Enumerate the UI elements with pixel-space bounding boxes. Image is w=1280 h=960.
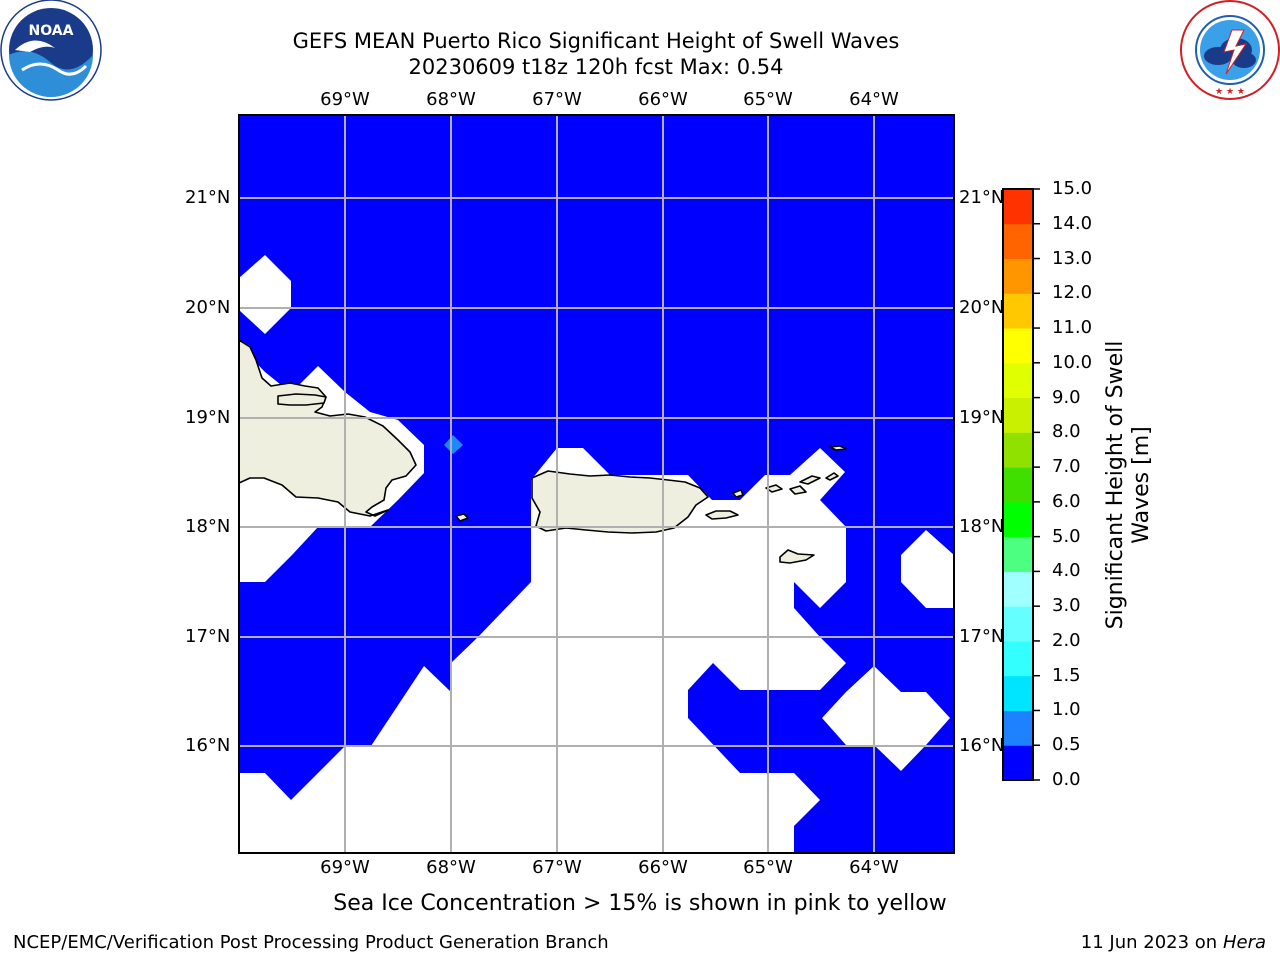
colorbar-tick-label: 6.0 xyxy=(1052,490,1081,512)
st-croix-island xyxy=(779,549,815,564)
colorbar-tick-label: 12.0 xyxy=(1052,282,1093,304)
colorbar-tick-label: 1.5 xyxy=(1052,664,1081,686)
colorbar-segment xyxy=(1003,640,1033,677)
lon-label-bottom: 67°W xyxy=(532,857,582,878)
no-data-region xyxy=(901,530,954,608)
lat-label-right: 19°N xyxy=(959,407,1005,428)
max-swell-cell xyxy=(444,435,463,454)
footer-date: 11 Jun 2023 on Hera xyxy=(1081,933,1266,953)
map-title: GEFS MEAN Puerto Rico Significant Height… xyxy=(292,29,900,53)
colorbar-segment xyxy=(1003,571,1033,607)
footer-host: Hera xyxy=(1222,932,1266,953)
nws-logo: ★ ★ ★ xyxy=(1180,0,1280,100)
lat-label-right: 17°N xyxy=(959,626,1005,647)
colorbar-tick-label: 11.0 xyxy=(1052,317,1093,339)
lat-label-left: 17°N xyxy=(185,626,231,647)
colorbar xyxy=(1003,188,1040,781)
lat-label-left: 18°N xyxy=(185,516,231,537)
colorbar-segment xyxy=(1003,432,1033,468)
colorbar-segment xyxy=(1003,258,1033,294)
swell-height-map xyxy=(239,115,954,853)
colorbar-segment xyxy=(1003,710,1033,746)
colorbar-tick-label: 0.0 xyxy=(1052,769,1081,790)
lat-label-right: 20°N xyxy=(959,297,1005,318)
graticule xyxy=(239,115,954,853)
lon-label-bottom: 66°W xyxy=(638,857,688,878)
lat-label-left: 19°N xyxy=(185,407,231,428)
lon-label-bottom: 69°W xyxy=(320,857,370,878)
colorbar-tick-label: 4.0 xyxy=(1052,560,1081,582)
vieques-island xyxy=(705,510,739,520)
colorbar-tick-label: 15.0 xyxy=(1052,178,1093,199)
tortola-island xyxy=(799,475,821,485)
colorbar-title: Significant Height of Swell Waves [m] xyxy=(1103,341,1155,630)
virgin-gorda-island xyxy=(825,472,839,481)
colorbar-segment xyxy=(1003,397,1033,433)
hispaniola xyxy=(239,339,417,517)
lon-label-top: 65°W xyxy=(743,89,793,110)
st-john-island xyxy=(789,485,807,495)
colorbar-tick-label: 8.0 xyxy=(1052,421,1081,443)
colorbar-tick-label: 9.0 xyxy=(1052,386,1081,408)
colorbar-segment xyxy=(1003,606,1033,642)
sea-ice-note: Sea Ice Concentration > 15% is shown in … xyxy=(333,891,947,916)
anegada-island xyxy=(829,445,847,451)
colorbar-tick-label: 2.0 xyxy=(1052,629,1081,651)
colorbar-frame xyxy=(1002,188,1034,781)
svg-text:★ ★ ★: ★ ★ ★ xyxy=(1215,87,1245,97)
colorbar-tick-label: 3.0 xyxy=(1052,595,1081,617)
colorbar-tick-label: 10.0 xyxy=(1052,351,1093,373)
lat-label-right: 18°N xyxy=(959,516,1005,537)
lon-label-top: 69°W xyxy=(320,89,370,110)
colorbar-title-line2: Waves [m] xyxy=(1129,426,1154,544)
colorbar-title-line1: Significant Height of Swell xyxy=(1103,340,1128,630)
colorbar-segment xyxy=(1003,675,1033,711)
colorbar-segment xyxy=(1003,501,1033,538)
lon-label-top: 64°W xyxy=(849,89,899,110)
lon-label-top: 67°W xyxy=(532,89,582,110)
colorbar-segment xyxy=(1003,536,1033,572)
colorbar-segment xyxy=(1003,293,1033,329)
tortuga-island xyxy=(277,393,327,406)
colorbar-segment xyxy=(1003,362,1033,399)
lon-label-bottom: 65°W xyxy=(743,857,793,878)
colorbar-tick-label: 7.0 xyxy=(1052,456,1081,478)
mona-island xyxy=(455,513,469,522)
colorbar-tick-label: 5.0 xyxy=(1052,525,1081,547)
colorbar-tick-label: 13.0 xyxy=(1052,247,1093,269)
lat-label-left: 21°N xyxy=(185,187,231,208)
colorbar-segment xyxy=(1003,189,1033,225)
map-frame xyxy=(238,114,955,854)
lon-label-top: 68°W xyxy=(426,89,476,110)
land-masses xyxy=(239,339,847,564)
colorbar-segment xyxy=(1003,467,1033,503)
footer-date-text: 11 Jun 2023 on xyxy=(1080,932,1218,953)
noaa-logo-text: NOAA xyxy=(29,23,74,39)
no-data-region xyxy=(822,666,950,771)
lat-label-left: 20°N xyxy=(185,297,231,318)
colorbar-tick-label: 0.5 xyxy=(1052,734,1081,756)
lat-label-left: 16°N xyxy=(185,735,231,756)
noaa-logo: NOAA xyxy=(0,0,102,101)
lon-label-bottom: 68°W xyxy=(426,857,476,878)
culebra-island xyxy=(732,489,744,498)
colorbar-tick-label: 1.0 xyxy=(1052,699,1081,721)
colorbar-segment xyxy=(1003,328,1033,364)
footer-credit: NCEP/EMC/Verification Post Processing Pr… xyxy=(13,932,609,953)
lat-label-right: 16°N xyxy=(959,735,1005,756)
map-subtitle: 20230609 t18z 120h fcst Max: 0.54 xyxy=(408,55,784,79)
lon-label-top: 66°W xyxy=(638,89,688,110)
st-thomas-island xyxy=(765,484,783,493)
colorbar-tick-label: 14.0 xyxy=(1052,212,1093,234)
colorbar-segment xyxy=(1003,745,1033,781)
no-data-region xyxy=(239,255,291,334)
lon-label-bottom: 64°W xyxy=(849,857,899,878)
colorbar-segment xyxy=(1003,223,1033,260)
lat-label-right: 21°N xyxy=(959,187,1005,208)
